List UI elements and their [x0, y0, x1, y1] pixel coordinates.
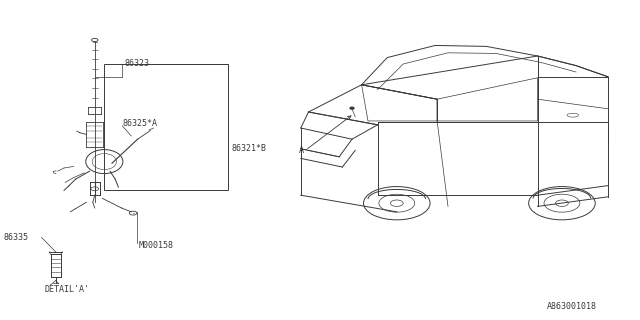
Text: M000158: M000158	[138, 241, 173, 250]
Circle shape	[350, 107, 354, 109]
Bar	[104, 64, 228, 190]
Text: 86325*A: 86325*A	[123, 119, 158, 128]
Text: 86335: 86335	[3, 233, 28, 242]
Text: A: A	[299, 146, 304, 155]
Text: 86321*B: 86321*B	[232, 144, 267, 153]
Text: DETAIL'A': DETAIL'A'	[45, 285, 90, 294]
Text: A863001018: A863001018	[547, 302, 597, 311]
Text: 86323: 86323	[125, 60, 150, 68]
